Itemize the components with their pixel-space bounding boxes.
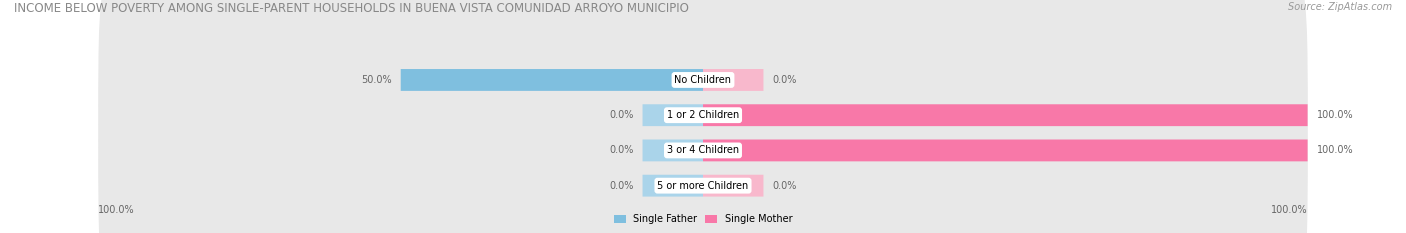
Text: Source: ZipAtlas.com: Source: ZipAtlas.com	[1288, 2, 1392, 12]
FancyBboxPatch shape	[401, 69, 703, 91]
Text: 50.0%: 50.0%	[361, 75, 392, 85]
Text: INCOME BELOW POVERTY AMONG SINGLE-PARENT HOUSEHOLDS IN BUENA VISTA COMUNIDAD ARR: INCOME BELOW POVERTY AMONG SINGLE-PARENT…	[14, 2, 689, 15]
Text: 0.0%: 0.0%	[772, 75, 797, 85]
FancyBboxPatch shape	[703, 104, 1308, 126]
FancyBboxPatch shape	[98, 32, 1308, 233]
FancyBboxPatch shape	[98, 67, 1308, 233]
FancyBboxPatch shape	[643, 140, 703, 161]
Text: 0.0%: 0.0%	[609, 145, 634, 155]
Text: 100.0%: 100.0%	[98, 205, 135, 215]
FancyBboxPatch shape	[98, 0, 1308, 199]
Text: 0.0%: 0.0%	[609, 181, 634, 191]
FancyBboxPatch shape	[703, 140, 1308, 161]
Text: 100.0%: 100.0%	[1271, 205, 1308, 215]
Text: 5 or more Children: 5 or more Children	[658, 181, 748, 191]
FancyBboxPatch shape	[643, 104, 703, 126]
Text: 100.0%: 100.0%	[1316, 110, 1353, 120]
Text: 3 or 4 Children: 3 or 4 Children	[666, 145, 740, 155]
Text: 100.0%: 100.0%	[1316, 145, 1353, 155]
FancyBboxPatch shape	[703, 175, 763, 197]
Text: 0.0%: 0.0%	[772, 181, 797, 191]
FancyBboxPatch shape	[643, 175, 703, 197]
Text: 0.0%: 0.0%	[609, 110, 634, 120]
Legend: Single Father, Single Mother: Single Father, Single Mother	[610, 210, 796, 228]
Text: 1 or 2 Children: 1 or 2 Children	[666, 110, 740, 120]
Text: No Children: No Children	[675, 75, 731, 85]
FancyBboxPatch shape	[703, 69, 763, 91]
FancyBboxPatch shape	[98, 0, 1308, 233]
